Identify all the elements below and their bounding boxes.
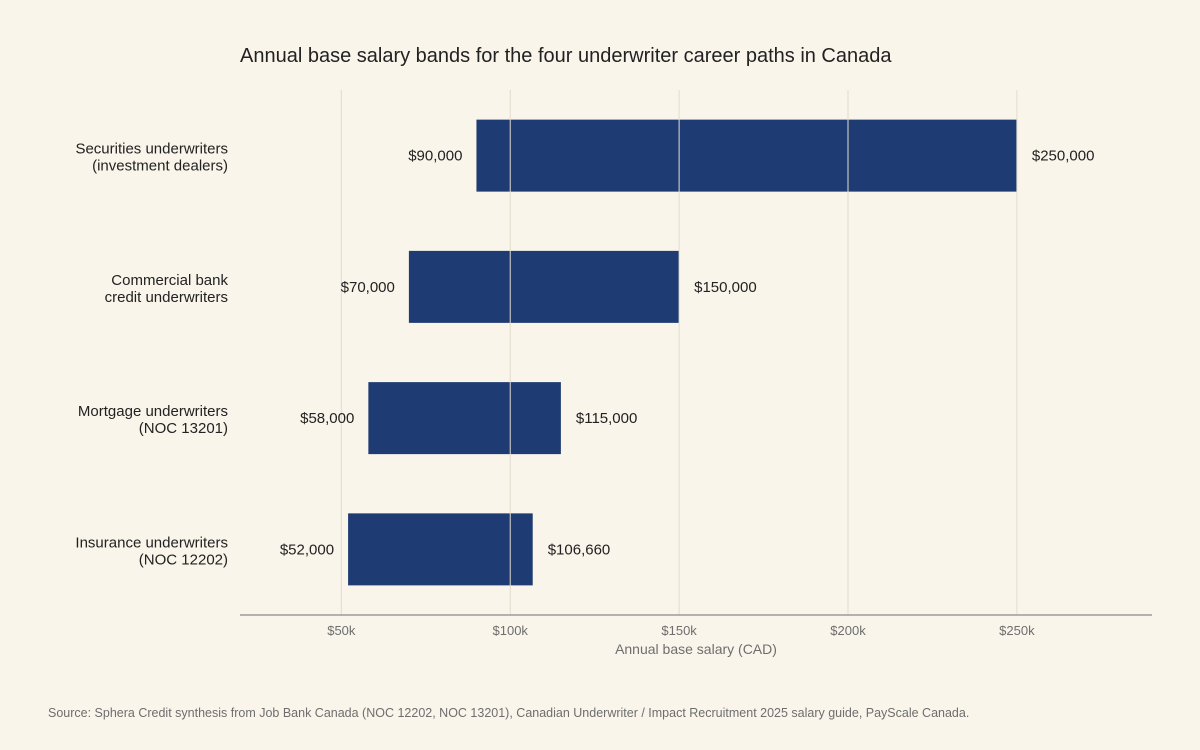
bar-high-label: $250,000 [1032,148,1095,165]
category-label: Securities underwriters (investment deale… [75,141,228,175]
category-label-line: (investment dealers) [92,158,228,175]
bar-low-label: $52,000 [280,541,334,558]
salary-bar [476,119,1017,192]
x-tick-label: $250k [999,623,1035,638]
salary-bar [368,382,561,455]
bar-low-label: $70,000 [341,279,395,296]
bar-low-label: $90,000 [408,148,462,165]
category-label-line: (NOC 12202) [139,551,228,568]
chart-title: Annual base salary bands for the four un… [240,45,892,67]
bars [348,119,1017,586]
category-label-line: (NOC 13201) [139,420,228,437]
salary-bar [408,250,680,323]
x-tick-label: $200k [830,623,866,638]
bar-high-label: $115,000 [576,410,637,427]
labels: $90,000 $250,000 Securities underwriters (i… [75,141,1094,569]
category-label-line: Mortgage underwriters [78,403,228,420]
bar-high-label: $150,000 [694,279,757,296]
x-tick-label: $150k [661,623,697,638]
category-label: Mortgage underwriters (NOC 13201) [78,403,228,437]
x-tick-label: $100k [493,623,529,638]
category-label: Insurance underwriters (NOC 12202) [75,534,228,568]
x-axis-title: Annual base salary (CAD) [615,641,777,657]
x-axis: $50k $100k $150k $200k $250k [240,614,1152,638]
bar-low-label: $58,000 [300,410,354,427]
category-label: Commercial bank credit underwriters [105,272,229,306]
category-label-line: credit underwriters [105,289,228,306]
source-note: Source: Sphera Credit synthesis from Job… [48,706,969,720]
category-label-line: Securities underwriters [75,141,228,158]
salary-bar [348,513,533,586]
category-label-line: Insurance underwriters [75,534,228,551]
category-label-line: Commercial bank [111,272,228,289]
x-tick-label: $50k [327,623,356,638]
gridlines [340,90,1018,615]
bar-high-label: $106,660 [548,541,611,558]
